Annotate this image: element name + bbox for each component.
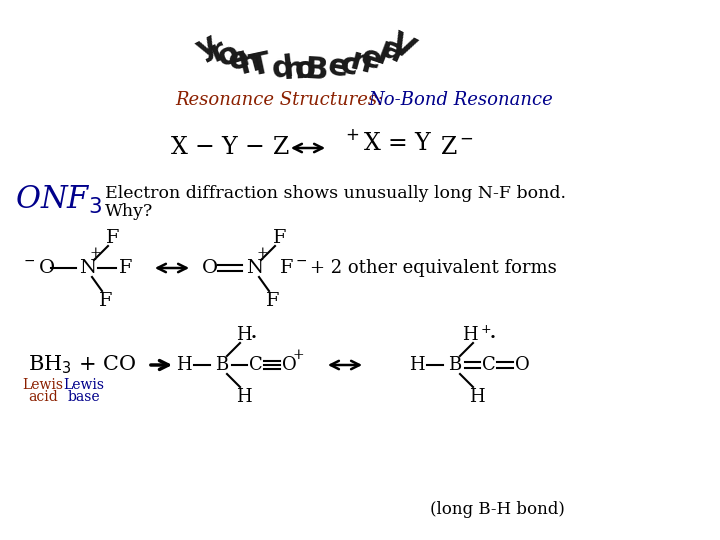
Text: c: c — [338, 49, 361, 82]
Text: H: H — [236, 388, 252, 406]
Text: O: O — [282, 356, 297, 374]
Text: T: T — [247, 49, 274, 82]
Text: V: V — [385, 28, 420, 65]
Text: F: F — [266, 292, 280, 310]
Text: Z$^-$: Z$^-$ — [440, 137, 474, 159]
Text: y: y — [192, 29, 222, 64]
Text: Lewis: Lewis — [63, 378, 104, 392]
Text: X $-$ Y $-$ Z: X $-$ Y $-$ Z — [170, 137, 289, 159]
Text: Lewis: Lewis — [22, 378, 63, 392]
Text: O: O — [202, 259, 218, 277]
Text: d: d — [270, 53, 295, 84]
Text: l: l — [372, 40, 392, 71]
Text: F: F — [274, 229, 287, 247]
Text: C: C — [482, 356, 496, 374]
Text: h: h — [235, 46, 264, 79]
Text: H: H — [176, 356, 192, 374]
Text: $^+$X = Y: $^+$X = Y — [342, 130, 433, 154]
Text: n: n — [282, 55, 305, 85]
Text: (long B-H bond): (long B-H bond) — [430, 502, 565, 518]
Text: +: + — [89, 246, 101, 260]
Text: N: N — [79, 259, 96, 277]
Text: H: H — [409, 356, 425, 374]
Text: B: B — [215, 356, 229, 374]
Text: B: B — [449, 356, 462, 374]
Text: e: e — [357, 43, 386, 77]
Text: F: F — [99, 292, 113, 310]
Text: H: H — [469, 388, 485, 406]
Text: N: N — [246, 259, 264, 277]
Text: + 2 other equivalent forms: + 2 other equivalent forms — [310, 259, 557, 277]
Text: H$^+$: H$^+$ — [462, 325, 492, 345]
Text: a: a — [377, 34, 408, 69]
Text: e: e — [224, 43, 253, 77]
Text: .: . — [250, 321, 258, 343]
Text: acid: acid — [28, 390, 58, 404]
Text: BH$_3$ + CO: BH$_3$ + CO — [28, 354, 136, 376]
Text: o: o — [294, 56, 315, 84]
Text: Electron diffraction shows unusually long N-F bond.: Electron diffraction shows unusually lon… — [105, 186, 566, 202]
Text: F: F — [107, 229, 120, 247]
Text: r: r — [204, 35, 230, 68]
Text: $^-$O: $^-$O — [21, 259, 55, 277]
Text: e: e — [326, 51, 351, 83]
Text: B: B — [304, 55, 328, 85]
Text: +: + — [256, 246, 268, 260]
Text: H: H — [236, 326, 252, 344]
Text: n: n — [346, 46, 375, 79]
Text: +: + — [292, 348, 304, 362]
Text: Why?: Why? — [105, 204, 153, 220]
Text: o: o — [213, 38, 243, 73]
Text: base: base — [68, 390, 100, 404]
Text: F$^-$: F$^-$ — [279, 259, 307, 277]
Text: ONF$_3$: ONF$_3$ — [15, 184, 102, 216]
Text: F: F — [120, 259, 132, 277]
Text: Resonance Structures:: Resonance Structures: — [175, 91, 383, 109]
Text: .: . — [489, 321, 497, 343]
Text: O: O — [515, 356, 529, 374]
Text: No-Bond Resonance: No-Bond Resonance — [368, 91, 553, 109]
Text: C: C — [249, 356, 263, 374]
